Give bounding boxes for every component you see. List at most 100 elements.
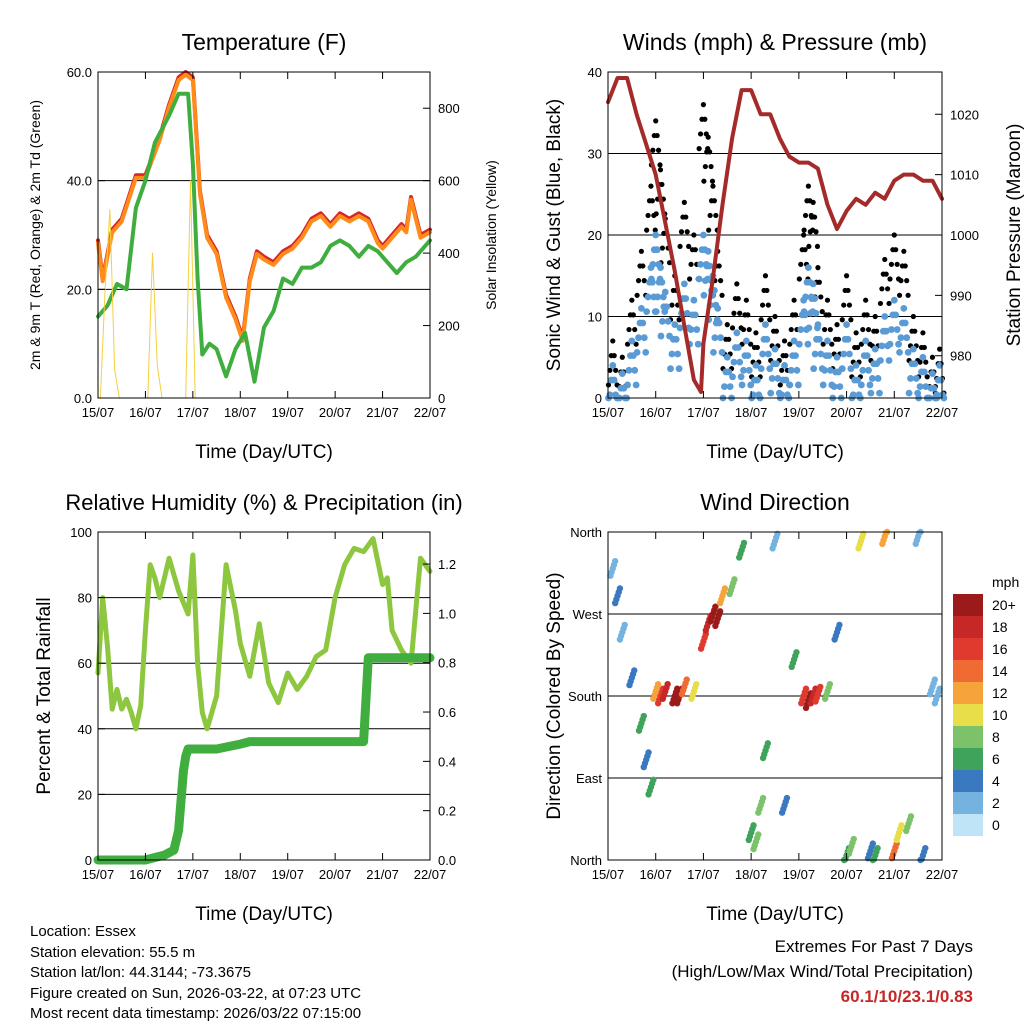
x-tick-label: 15/07 — [592, 405, 625, 420]
wind-point — [893, 326, 901, 333]
wind-point — [833, 353, 841, 361]
gust-point — [815, 265, 821, 271]
colorbar-swatch — [953, 638, 983, 660]
gust-point — [865, 326, 872, 333]
gust-point — [649, 198, 655, 204]
direction-point — [850, 835, 857, 843]
gust-point — [798, 261, 804, 267]
wind-point — [817, 350, 825, 358]
gust-point — [681, 199, 687, 205]
gust-point — [654, 132, 660, 139]
wind-point — [836, 383, 844, 390]
y-tick-label-right: 0.4 — [438, 754, 456, 769]
y-tick-label-right: 1.2 — [438, 557, 456, 572]
direction-point — [898, 822, 905, 829]
direction-point — [826, 680, 834, 688]
gust-point — [787, 341, 793, 347]
gust-point — [835, 336, 842, 342]
gust-point — [805, 183, 812, 189]
gust-point — [652, 227, 658, 233]
y-tick-label: 0 — [85, 853, 92, 868]
y-tick-label: 0.0 — [74, 391, 92, 406]
gust-point — [921, 344, 927, 351]
gust-point — [619, 354, 625, 360]
y-tick-label: 20 — [588, 228, 602, 243]
colorbar-swatch — [953, 594, 983, 616]
series-line — [96, 91, 432, 384]
gust-point — [814, 243, 821, 250]
wind-point — [675, 365, 683, 373]
y-tick-label: 40 — [78, 722, 92, 737]
x-tick-label: 19/07 — [783, 867, 816, 882]
x-tick-label: 17/07 — [687, 405, 720, 420]
wind-point — [852, 362, 860, 369]
direction-point — [759, 794, 767, 802]
wind-point — [795, 340, 803, 348]
series-line — [93, 653, 435, 865]
x-tick-label: 20/07 — [319, 867, 352, 882]
wind-point — [766, 365, 774, 373]
colorbar-swatch — [953, 748, 983, 770]
wind-point — [916, 383, 924, 390]
temperature-chart: 15/07 16/07 17/07 18/07 19/07 20/07 21/07 22/07… — [27, 29, 499, 463]
gust-point — [779, 367, 785, 373]
x-tick-label: 16/07 — [639, 405, 672, 420]
wind-point — [781, 362, 788, 369]
gust-point — [886, 300, 892, 307]
wind-point — [846, 350, 853, 358]
x-tick-label: 18/07 — [224, 867, 257, 882]
gust-point — [743, 297, 749, 303]
y-tick-label-right: 1000 — [950, 228, 979, 243]
gust-point — [883, 271, 889, 277]
direction-point — [750, 822, 757, 829]
gust-point — [611, 353, 617, 359]
wind-point — [922, 383, 930, 390]
wind-point — [787, 366, 795, 374]
gust-point — [783, 353, 789, 359]
wind-point — [691, 311, 699, 319]
gust-point — [724, 322, 730, 328]
wind-point — [901, 319, 909, 327]
extremes-value: 60.1/10/23.1/0.83 — [840, 987, 973, 1006]
wind-point — [782, 376, 790, 384]
wind-point — [657, 264, 664, 271]
y-axis-label: 2m & 9m T (Red, Orange) & 2m Td (Green) — [27, 100, 43, 370]
colorbar-title: mph — [992, 574, 1019, 590]
wind-point — [892, 311, 900, 319]
chart-title: Winds (mph) & Pressure (mb) — [623, 29, 927, 55]
wind-point — [653, 246, 661, 254]
direction-point — [817, 683, 824, 691]
direction-point — [740, 539, 748, 547]
wind-point — [778, 391, 786, 399]
series-line — [95, 536, 433, 732]
wind-point — [697, 260, 704, 268]
gust-point — [801, 227, 807, 233]
gust-point — [772, 313, 778, 320]
wind-point — [838, 365, 846, 373]
gust-point — [777, 382, 783, 388]
x-tick-label: 22/07 — [926, 405, 959, 420]
x-tick-label: 21/07 — [878, 405, 911, 420]
wind-point — [625, 366, 633, 374]
wind-point — [654, 293, 662, 301]
x-tick-label: 20/07 — [830, 867, 863, 882]
gust-point — [638, 248, 645, 254]
y-tick-label-right: 990 — [950, 288, 972, 303]
direction-point — [640, 712, 647, 720]
gust-point — [824, 297, 831, 303]
gust-point — [633, 341, 639, 347]
wind-point — [911, 360, 919, 368]
wind-point — [886, 340, 894, 348]
colorbar-label: 16 — [992, 641, 1008, 657]
wind-point — [881, 313, 889, 320]
chart-title: Temperature (F) — [182, 29, 347, 55]
gust-point — [773, 328, 780, 334]
wind-point — [825, 352, 833, 360]
wind-point — [888, 326, 895, 333]
wind-point — [797, 326, 805, 333]
wind-point — [695, 275, 703, 283]
wind-point — [721, 383, 728, 390]
wind-point — [723, 353, 731, 361]
wind-point — [640, 334, 648, 342]
